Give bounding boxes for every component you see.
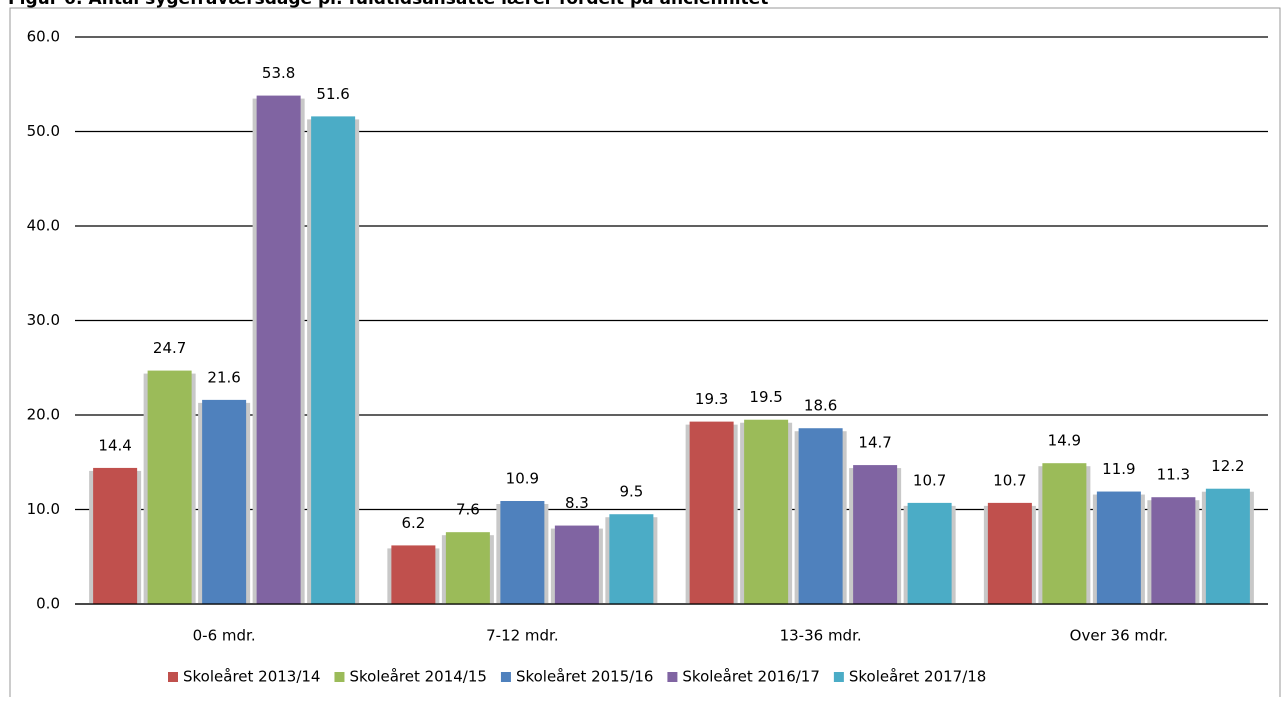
legend-label: Skoleåret 2014/15 bbox=[349, 668, 486, 686]
bar bbox=[609, 514, 654, 604]
legend-swatch bbox=[334, 672, 345, 682]
bar bbox=[907, 502, 952, 604]
legend-label: Skoleåret 2016/17 bbox=[682, 668, 819, 686]
bar bbox=[391, 545, 436, 604]
data-label: 6.2 bbox=[401, 514, 425, 532]
legend-swatch bbox=[500, 672, 511, 682]
data-label: 51.6 bbox=[316, 85, 349, 103]
bar bbox=[1042, 463, 1087, 604]
data-label: 14.7 bbox=[858, 434, 891, 452]
bar bbox=[1151, 497, 1196, 604]
data-label: 8.3 bbox=[565, 494, 589, 512]
data-label: 9.5 bbox=[619, 483, 643, 501]
bar bbox=[853, 465, 898, 604]
bar bbox=[1205, 488, 1250, 604]
bar bbox=[445, 532, 490, 604]
data-label: 18.6 bbox=[804, 397, 837, 415]
y-tick-label: 60.0 bbox=[27, 28, 60, 46]
data-label: 14.9 bbox=[1048, 432, 1081, 450]
x-tick-label: Over 36 mdr. bbox=[1070, 627, 1168, 645]
y-tick-label: 20.0 bbox=[27, 406, 60, 424]
bar bbox=[311, 116, 356, 604]
data-label: 14.4 bbox=[98, 436, 131, 454]
data-label: 53.8 bbox=[262, 64, 295, 82]
data-label: 12.2 bbox=[1211, 457, 1244, 475]
data-label: 10.7 bbox=[993, 471, 1026, 489]
bar bbox=[93, 467, 138, 604]
data-label: 11.9 bbox=[1102, 460, 1135, 478]
bar bbox=[500, 500, 545, 604]
x-tick-label: 7-12 mdr. bbox=[486, 627, 559, 645]
y-tick-label: 30.0 bbox=[27, 311, 60, 329]
data-label: 24.7 bbox=[153, 339, 186, 357]
legend-label: Skoleåret 2015/16 bbox=[516, 668, 653, 686]
y-tick-label: 0.0 bbox=[36, 595, 60, 613]
legend-swatch bbox=[168, 672, 178, 682]
legend-label: Skoleåret 2017/18 bbox=[849, 668, 986, 686]
bar bbox=[202, 399, 247, 604]
chart-title: Figur 6: Antal sygefraværsdage pr. fuldt… bbox=[8, 0, 768, 9]
bar bbox=[1096, 491, 1141, 604]
y-tick-label: 50.0 bbox=[27, 122, 60, 140]
bar bbox=[798, 428, 843, 604]
data-label: 7.6 bbox=[456, 501, 480, 519]
bar bbox=[987, 502, 1032, 604]
x-tick-label: 0-6 mdr. bbox=[193, 627, 256, 645]
legend-label: Skoleåret 2013/14 bbox=[183, 668, 320, 686]
data-label: 19.3 bbox=[695, 390, 728, 408]
x-tick-label: 13-36 mdr. bbox=[780, 627, 862, 645]
bar bbox=[554, 525, 599, 604]
bar bbox=[256, 95, 301, 604]
data-label: 10.9 bbox=[506, 469, 539, 487]
bar bbox=[689, 421, 734, 604]
bar bbox=[147, 370, 192, 604]
y-tick-label: 40.0 bbox=[27, 217, 60, 235]
data-label: 21.6 bbox=[207, 368, 240, 386]
legend-swatch bbox=[833, 672, 844, 682]
y-tick-label: 10.0 bbox=[27, 500, 60, 518]
data-label: 10.7 bbox=[913, 471, 946, 489]
data-label: 19.5 bbox=[749, 388, 782, 406]
bar bbox=[744, 419, 789, 604]
legend-swatch bbox=[667, 672, 678, 682]
data-label: 11.3 bbox=[1157, 466, 1190, 484]
